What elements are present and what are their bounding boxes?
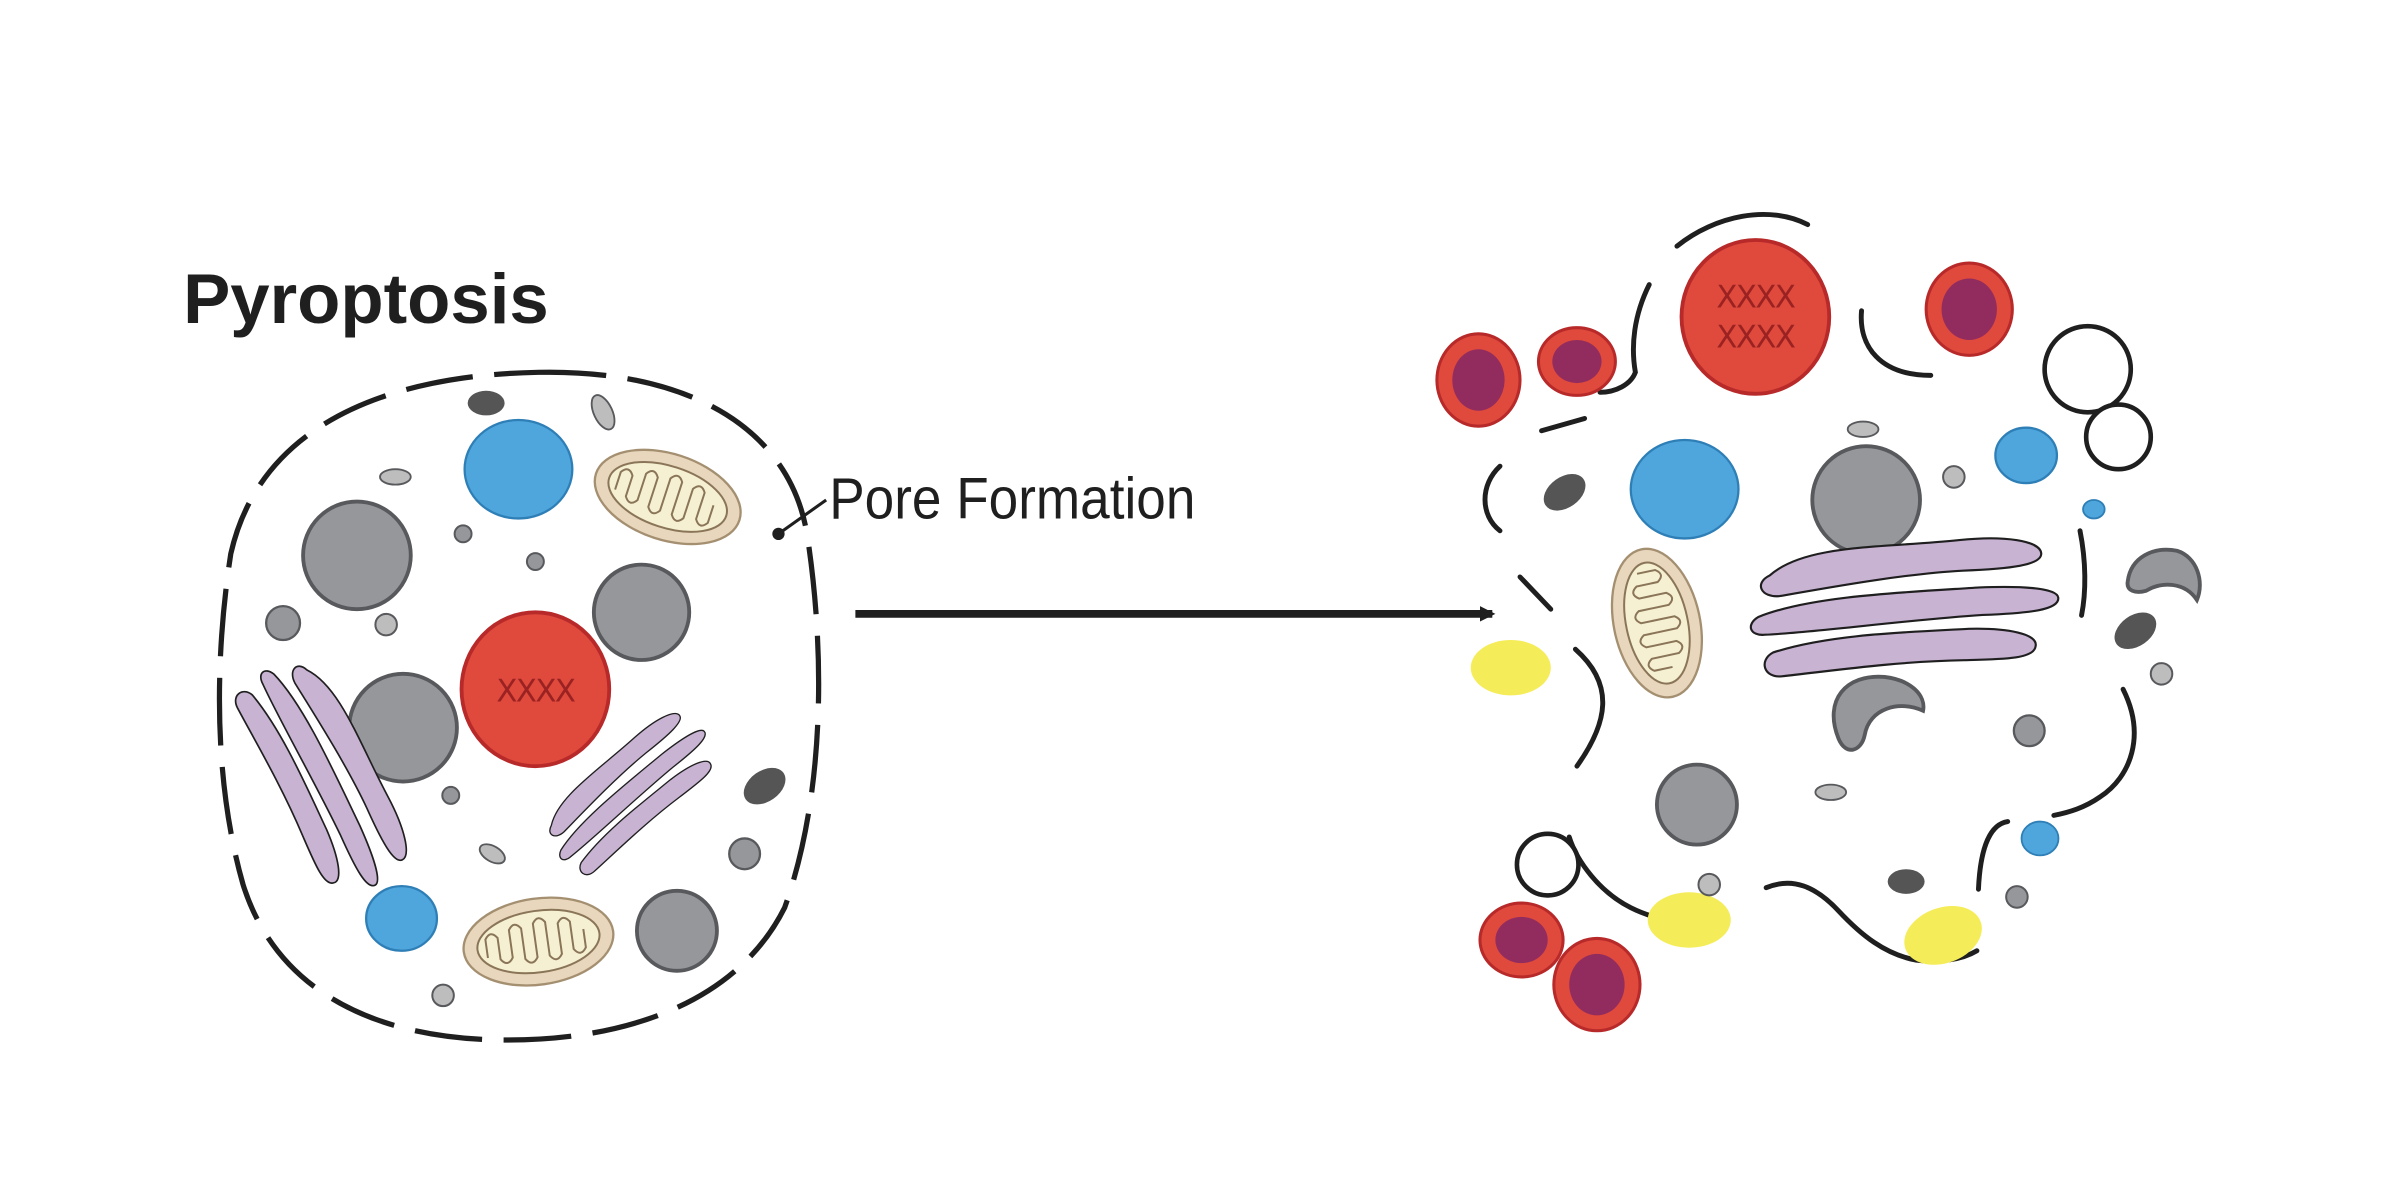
granule-dark — [2114, 612, 2157, 650]
granule — [1697, 872, 1721, 897]
granule — [525, 552, 545, 571]
vesicle-blue — [1629, 438, 1740, 540]
organelle-gray-fragment — [2125, 547, 2202, 605]
granule-light — [478, 843, 506, 865]
granule-light — [590, 394, 616, 431]
mitochondrion — [1597, 539, 1716, 707]
mitochondrion — [581, 431, 754, 563]
organelle-gray — [591, 562, 692, 662]
vesicle-blue — [365, 885, 439, 952]
granule — [441, 785, 461, 805]
chromatin-marks-line-2: XXXX — [1716, 320, 1796, 356]
empty-bleb — [2083, 402, 2154, 472]
debris-body-core — [1569, 953, 1625, 1016]
vesicle-blue — [2082, 499, 2106, 520]
chromatin-marks-line-1: XXXX — [1716, 280, 1796, 316]
granule-light — [379, 468, 412, 486]
granule-dark — [467, 390, 505, 416]
ruptured-cell: XXXX XXXX — [1435, 212, 2202, 1033]
vesicle-blue — [463, 418, 574, 520]
granule — [431, 983, 455, 1008]
granule — [1942, 465, 1966, 489]
granule — [2149, 662, 2174, 686]
debris-yellow — [1904, 905, 1982, 965]
granule-dark — [743, 767, 786, 805]
debris-body-core — [1552, 340, 1602, 384]
organelle-gray — [1810, 444, 1922, 556]
empty-bleb — [1514, 831, 1581, 898]
pore-formation-label: Pore Formation — [829, 466, 1195, 531]
mitochondrion — [456, 887, 621, 996]
organelle-gray — [1655, 762, 1739, 847]
vesicle-blue — [2020, 820, 2060, 857]
cell-membrane-with-pores — [216, 369, 822, 1043]
organelle-gray — [301, 499, 413, 612]
pore-callout-line — [777, 498, 828, 536]
granule — [2005, 885, 2029, 909]
debris-yellow — [1647, 892, 1731, 948]
golgi-apparatus — [1742, 526, 2066, 686]
intact-cell: XXXX Pore Formation — [216, 369, 1195, 1043]
nucleus-intact — [459, 610, 612, 769]
granule — [728, 837, 762, 871]
empty-bleb — [2042, 323, 2134, 415]
debris-yellow — [1470, 640, 1551, 696]
granule-light — [1846, 420, 1880, 438]
granule — [2012, 714, 2046, 748]
diagram-title: Pyroptosis — [183, 259, 549, 338]
granule-light — [1814, 783, 1848, 801]
organelle-gray-fragment — [1831, 674, 1926, 752]
granule — [265, 605, 302, 642]
granule — [374, 612, 398, 637]
nucleus-ruptured — [1679, 238, 1832, 396]
granule-dark — [1543, 474, 1586, 511]
chromatin-marks-intact: XXXX — [496, 674, 576, 710]
debris-body-core — [1941, 278, 1997, 340]
cell-debris-bodies — [1435, 261, 2014, 1033]
granule — [453, 524, 473, 544]
vesicle-blue — [1994, 426, 2059, 485]
debris-body-core — [1495, 916, 1548, 964]
organelle-gray — [635, 888, 719, 973]
debris-body-core — [1452, 349, 1505, 411]
granule-dark — [1887, 869, 1925, 894]
